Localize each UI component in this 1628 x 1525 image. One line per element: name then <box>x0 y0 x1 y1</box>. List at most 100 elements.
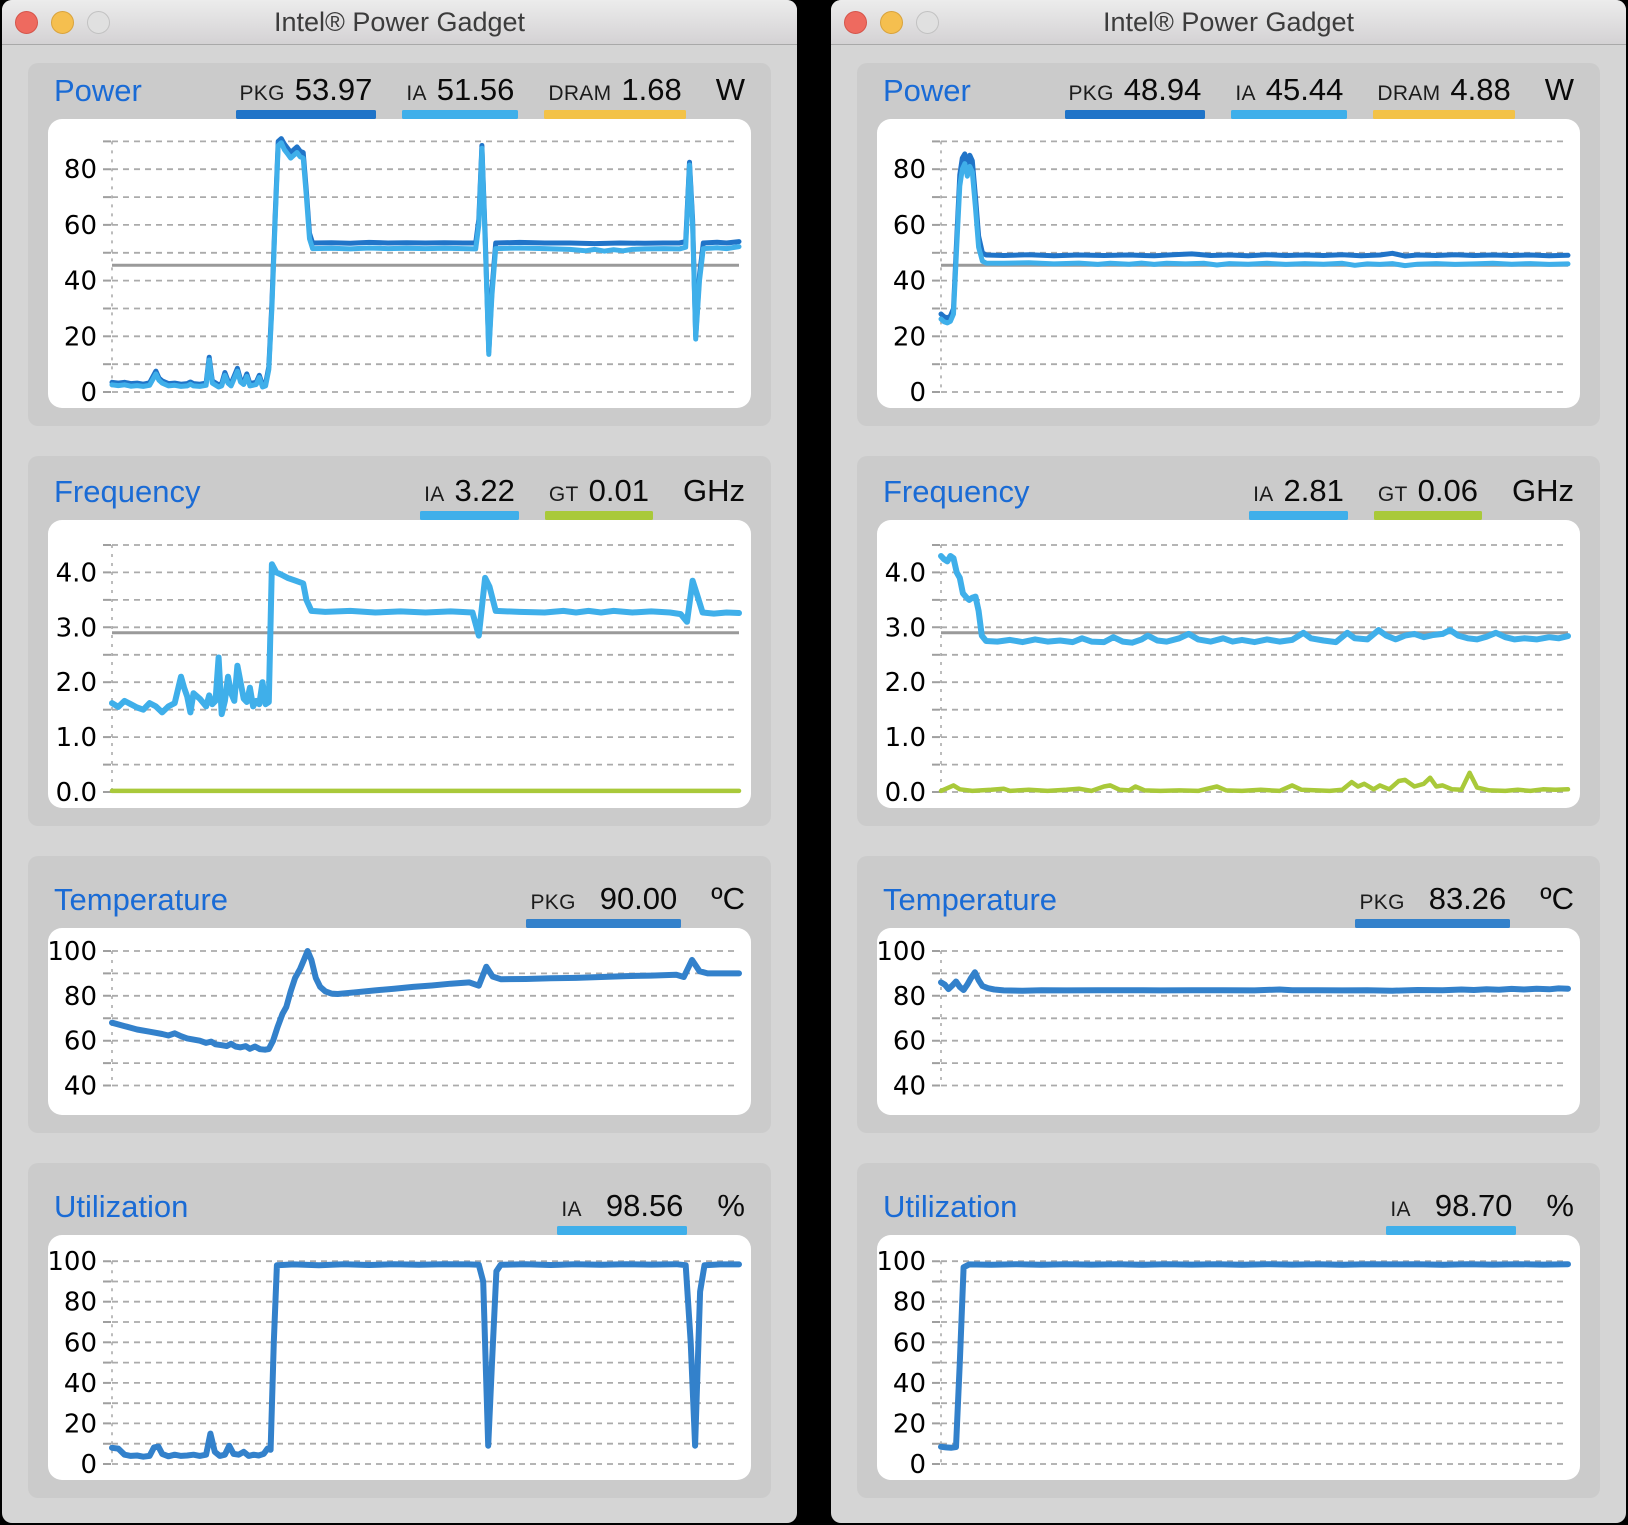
svg-text:100: 100 <box>48 1247 97 1277</box>
stat-label: IA <box>561 1198 582 1221</box>
frequency-chart: 0.0 1.0 2.0 3.0 4.0 <box>56 544 742 808</box>
frequency-chart: 0.0 1.0 2.0 3.0 4.0 <box>885 544 1571 808</box>
utilization-stats: IA 98.70 % <box>1386 1188 1576 1235</box>
utilization-unit: % <box>717 1188 745 1223</box>
temperature-panel-title: Temperature <box>54 882 229 917</box>
stat-underline <box>235 110 377 119</box>
minimize-button[interactable] <box>51 10 74 34</box>
svg-text:100: 100 <box>877 937 926 967</box>
utilization-chart: 0 20 40 60 80 100 <box>877 1247 1571 1480</box>
stat-label: PKG <box>530 891 576 914</box>
power-stats: PKG 48.94 IA 45.44 DRAM 4.88 W <box>1064 72 1577 119</box>
minimize-button[interactable] <box>880 10 903 34</box>
svg-text:4.0: 4.0 <box>56 558 97 588</box>
stat-text: IA 45.44 <box>1231 72 1347 108</box>
temperature-unit: ºC <box>1540 881 1574 916</box>
stat-value: 2.81 <box>1283 473 1344 508</box>
frequency-panel-header: Frequency IA 2.81 GT 0.06 GHz <box>877 456 1580 520</box>
frequency-panel: Frequency IA 3.22 GT 0.01 GHz 0.0 1.0 2.0 3.0… <box>28 456 771 826</box>
stat-underline <box>526 919 682 928</box>
utilization-panel: Utilization IA 98.70 % 0 20 40 60 80 100 <box>857 1163 1600 1498</box>
stat-label: IA <box>406 82 427 105</box>
power-stat-ia: IA 45.44 <box>1231 72 1348 119</box>
svg-text:100: 100 <box>877 1247 926 1277</box>
stat-underline <box>420 511 519 520</box>
power-panel-title: Power <box>883 73 971 108</box>
zoom-button-disabled <box>87 10 110 34</box>
close-button[interactable] <box>844 10 867 34</box>
stat-value: 0.01 <box>588 473 649 508</box>
stat-label: IA <box>1253 483 1274 506</box>
frequency-stat-gt: GT 0.01 <box>544 473 653 520</box>
stat-label: DRAM <box>548 82 612 105</box>
power-chart-card: 0 20 40 60 80 <box>48 119 751 408</box>
stat-label: DRAM <box>1377 82 1441 105</box>
stat-text: IA 98.70 <box>1386 1188 1516 1224</box>
titlebar[interactable]: Intel® Power Gadget <box>831 0 1626 45</box>
stat-value: 83.26 <box>1428 881 1507 916</box>
titlebar[interactable]: Intel® Power Gadget <box>2 0 797 45</box>
utilization-panel-title: Utilization <box>54 1189 189 1224</box>
close-button[interactable] <box>15 10 38 34</box>
svg-text:2.0: 2.0 <box>56 668 97 698</box>
svg-text:40: 40 <box>893 267 926 297</box>
temperature-panel-header: Temperature PKG 83.26 ºC <box>877 856 1580 928</box>
utilization-chart-card: 0 20 40 60 80 100 <box>877 1235 1580 1480</box>
stat-value: 48.94 <box>1123 72 1202 107</box>
svg-text:0.0: 0.0 <box>56 778 97 808</box>
utilization-unit: % <box>1546 1188 1574 1223</box>
stat-text: IA 2.81 <box>1249 473 1348 509</box>
stat-text: GT 0.06 <box>1374 473 1482 509</box>
stat-label: PKG <box>239 82 285 105</box>
frequency-panel: Frequency IA 2.81 GT 0.06 GHz 0.0 1.0 2.0 3.0… <box>857 456 1600 826</box>
svg-text:2.0: 2.0 <box>885 668 926 698</box>
stat-value: 90.00 <box>599 881 678 916</box>
power-gadget-window-left: Intel® Power Gadget Power PKG 53.97 IA 51.… <box>2 0 797 1523</box>
power-unit: W <box>715 72 745 107</box>
stat-text: DRAM 4.88 <box>1373 72 1514 108</box>
frequency-stats: IA 3.22 GT 0.01 GHz <box>420 473 747 520</box>
stat-underline <box>1064 110 1206 119</box>
stat-underline <box>1373 511 1482 520</box>
stat-underline <box>1231 110 1348 119</box>
svg-text:3.0: 3.0 <box>885 613 926 643</box>
stat-text: DRAM 1.68 <box>544 72 685 108</box>
stat-underline <box>544 511 653 520</box>
svg-text:60: 60 <box>893 211 926 241</box>
frequency-stat-gt: GT 0.06 <box>1373 473 1482 520</box>
svg-text:100: 100 <box>48 937 97 967</box>
frequency-chart-card: 0.0 1.0 2.0 3.0 4.0 <box>48 520 751 808</box>
svg-text:4.0: 4.0 <box>885 558 926 588</box>
power-chart: 0 20 40 60 80 <box>64 136 742 408</box>
svg-text:20: 20 <box>64 322 97 352</box>
stat-text: PKG 48.94 <box>1065 72 1206 108</box>
stat-text: PKG 53.97 <box>236 72 377 108</box>
svg-text:60: 60 <box>64 1027 97 1057</box>
svg-text:80: 80 <box>64 982 97 1012</box>
power-stats: PKG 53.97 IA 51.56 DRAM 1.68 W <box>235 72 748 119</box>
stat-underline <box>402 110 519 119</box>
svg-text:80: 80 <box>893 155 926 185</box>
stat-text: PKG 90.00 <box>526 881 681 917</box>
stat-value: 51.56 <box>436 72 515 107</box>
power-stat-ia: IA 51.56 <box>402 72 519 119</box>
stat-value: 45.44 <box>1265 72 1344 107</box>
svg-text:40: 40 <box>893 1072 926 1102</box>
svg-text:1.0: 1.0 <box>56 723 97 753</box>
stat-value: 0.06 <box>1417 473 1478 508</box>
stat-underline <box>1373 110 1515 119</box>
svg-text:3.0: 3.0 <box>56 613 97 643</box>
power-panel-title: Power <box>54 73 142 108</box>
utilization-panel: Utilization IA 98.56 % 0 20 40 60 80 100 <box>28 1163 771 1498</box>
power-stat-pkg: PKG 48.94 <box>1064 72 1206 119</box>
svg-text:20: 20 <box>893 322 926 352</box>
utilization-chart: 0 20 40 60 80 100 <box>48 1247 742 1480</box>
window-body: Power PKG 53.97 IA 51.56 DRAM 1.68 W <box>2 45 797 1498</box>
temperature-chart: 40 60 80 100 <box>877 937 1571 1102</box>
temperature-chart: 40 60 80 100 <box>48 937 742 1102</box>
frequency-unit: GHz <box>1512 473 1574 508</box>
utilization-panel-header: Utilization IA 98.70 % <box>877 1163 1580 1235</box>
power-panel: Power PKG 48.94 IA 45.44 DRAM 4.88 W <box>857 63 1600 426</box>
svg-text:60: 60 <box>64 211 97 241</box>
power-gadget-window-right: Intel® Power Gadget Power PKG 48.94 IA 45.… <box>831 0 1626 1523</box>
